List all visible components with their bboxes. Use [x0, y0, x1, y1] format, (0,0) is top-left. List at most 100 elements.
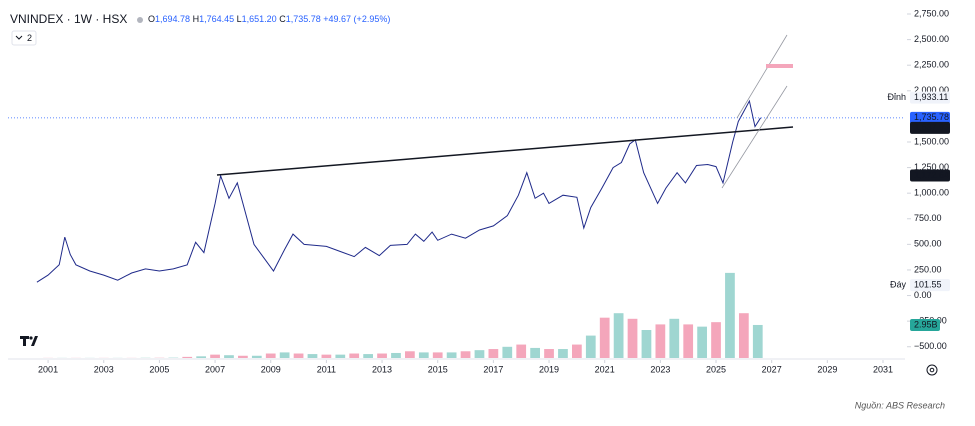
volume-bar	[738, 313, 749, 358]
volume-bar	[432, 352, 443, 358]
y-tick-label: 1,250.00	[914, 162, 949, 172]
volume-label-box	[910, 318, 940, 331]
x-tick-label: 2021	[595, 364, 615, 374]
price-line	[36, 99, 762, 283]
price-label: 1,637.93	[914, 122, 949, 132]
y-tick-label: 2,250.00	[914, 60, 949, 70]
plot-area: 2,750.00 2,500.00 2,250.00 2,000.00 1,500.00…	[8, 8, 950, 374]
volume-bar	[210, 354, 220, 358]
volume-bar	[669, 318, 680, 358]
source-note: Nguồn: ABS Research	[855, 400, 945, 410]
volume-bar	[279, 352, 290, 358]
chevron	[15, 35, 23, 40]
channel-line	[721, 85, 788, 189]
ohlc-legend: O1,694.78 H1,764.45 L1,651.20 C1,735.78 …	[148, 14, 390, 24]
volume-bar	[335, 354, 346, 358]
x-tick-label: 2009	[261, 364, 281, 374]
volume-bar	[752, 324, 763, 358]
price-label-box	[910, 279, 950, 292]
volume-bar	[293, 353, 304, 358]
volume-bar	[697, 326, 707, 358]
volume-bar	[377, 353, 387, 358]
indicator-count: 2	[27, 33, 32, 43]
tv-logo	[20, 336, 38, 346]
y-tick-label: 2,500.00	[914, 34, 949, 44]
x-tick-label: 2029	[817, 364, 837, 374]
volume-bar	[196, 356, 207, 358]
volume-bar	[391, 352, 401, 358]
price-tag: Đáy	[890, 280, 907, 290]
volume-bar	[530, 347, 540, 358]
volume-bar	[655, 324, 666, 358]
x-tick-label: 2027	[762, 364, 782, 374]
volume-bar	[571, 344, 582, 358]
x-tick-label: 2025	[706, 364, 726, 374]
x-tick-label: 2019	[539, 364, 559, 374]
volume-bar	[627, 318, 638, 358]
settings-button[interactable]	[926, 364, 938, 376]
volume-bar	[558, 349, 568, 358]
volume-bar	[613, 313, 624, 358]
volume-bar	[446, 352, 457, 358]
price-label: 1,933.11	[914, 92, 948, 102]
ohlc-value: 1,651.20	[242, 14, 277, 24]
price-label: 1,172.64	[914, 170, 949, 180]
settings-icon	[929, 367, 935, 373]
y-tick-label: 250.00	[914, 264, 942, 274]
price-label-box	[910, 111, 950, 124]
ohlc-change: +49.67 (+2.95%)	[323, 14, 390, 24]
volume-bar	[405, 351, 415, 358]
price-label-box	[910, 121, 950, 134]
volume-bar	[251, 355, 262, 358]
y-tick-label: 0.00	[914, 290, 932, 300]
x-tick-label: 2031	[873, 364, 893, 374]
x-tick-label: 2023	[650, 364, 670, 374]
channel-line	[736, 34, 788, 119]
ohlc-value: 1,735.78	[286, 14, 321, 24]
y-tick-label: 1,500.00	[914, 136, 949, 146]
ohlc-key: O	[148, 14, 155, 24]
volume-bar	[544, 349, 554, 358]
volume-bar	[585, 335, 596, 358]
target-zone	[766, 64, 793, 68]
volume-bar	[182, 356, 193, 358]
volume-bar	[460, 351, 471, 358]
price-label-box	[910, 169, 950, 182]
volume-bar	[321, 354, 332, 358]
chart-title: VNINDEX · 1W · HSX	[10, 12, 127, 26]
indicator-toggle[interactable]	[11, 30, 37, 46]
y-tick-label: −500.00	[914, 341, 947, 351]
y-tick-label: 500.00	[914, 239, 942, 249]
price-tag: Đỉnh	[887, 92, 906, 102]
volume-label: 2.95B	[914, 319, 938, 329]
volume-bar	[725, 272, 735, 358]
x-tick-label: 2011	[317, 364, 336, 374]
y-tick-label: 2,750.00	[914, 8, 949, 18]
x-tick-label: 2003	[94, 364, 114, 374]
volume-bar	[265, 353, 276, 358]
x-tick-label: 2007	[205, 364, 225, 374]
x-tick-label: 2005	[149, 364, 169, 374]
y-tick-label: 1,000.00	[914, 188, 949, 198]
status-dot	[137, 17, 143, 23]
volume-bar	[224, 355, 234, 358]
x-tick-label: 2017	[483, 364, 503, 374]
price-label: 101.55	[914, 280, 942, 290]
volume-bar	[363, 354, 374, 358]
ohlc-key: L	[237, 14, 242, 24]
volume-bar	[488, 349, 499, 358]
volume-bar	[474, 350, 485, 358]
volume-bar	[502, 346, 513, 358]
ohlc-value: 1,764.45	[199, 14, 234, 24]
price-label-box	[910, 91, 950, 104]
volume-bar	[349, 353, 360, 358]
volume-bar	[711, 322, 721, 358]
ohlc-key: C	[279, 14, 286, 24]
ohlc-value: 1,694.78	[155, 14, 190, 24]
volume-bar	[599, 317, 610, 358]
volume-bar	[238, 355, 248, 358]
volume-bar	[418, 352, 429, 358]
y-tick-label: 2,000.00	[914, 85, 949, 95]
